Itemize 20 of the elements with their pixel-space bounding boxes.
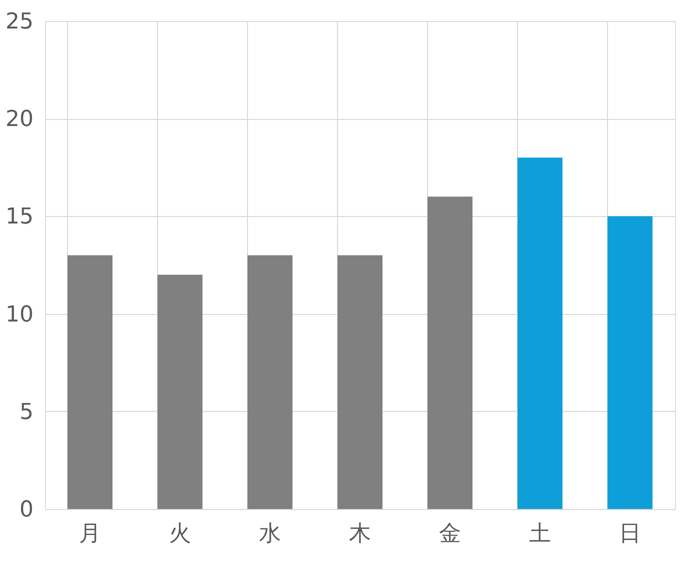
x-tick-label: 木 (349, 522, 371, 546)
bar (518, 158, 562, 509)
bar (338, 255, 382, 509)
bar (158, 274, 202, 509)
bar (68, 255, 112, 509)
y-tick-label: 20 (6, 107, 34, 132)
y-tick-label: 5 (20, 400, 34, 425)
bar (248, 255, 292, 509)
x-tick-label: 月 (79, 522, 101, 546)
x-tick-label: 水 (259, 522, 281, 546)
y-tick-label: 0 (20, 498, 34, 522)
bar (428, 196, 472, 509)
x-tick-label: 土 (529, 522, 551, 546)
bar (608, 216, 652, 509)
x-tick-label: 火 (169, 522, 191, 546)
y-tick-label: 10 (6, 302, 34, 328)
y-tick-label: 25 (6, 10, 34, 34)
x-tick-label: 金 (439, 522, 461, 546)
y-tick-label: 15 (6, 204, 34, 230)
x-tick-label: 日 (619, 522, 641, 546)
